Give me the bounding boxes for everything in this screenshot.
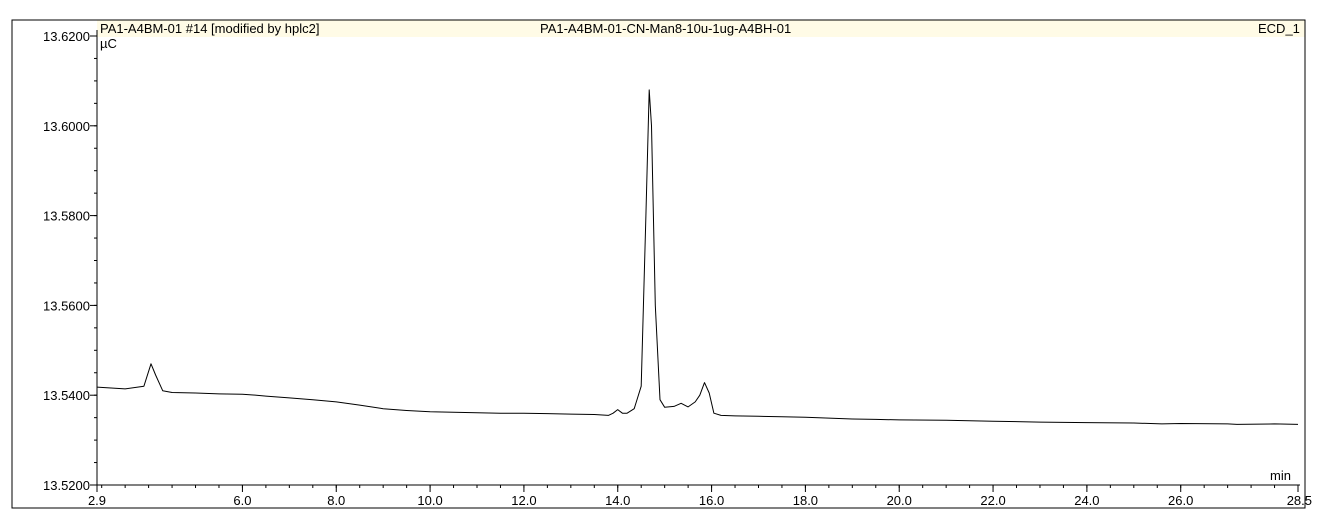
ecd-trace-line [96, 89, 1299, 425]
x-tick-label: 8.0 [327, 493, 345, 508]
x-tick-label: 24.0 [1074, 493, 1099, 508]
chart-title: PA1-A4BM-01-CN-Man8-10u-1ug-A4BH-01 [540, 21, 792, 36]
x-tick-label: 10.0 [417, 493, 442, 508]
x-tick-label: 6.0 [233, 493, 251, 508]
tick-labels: 13.5200 13.5400 13.5600 13.5800 13.6000 13.62… [43, 29, 1312, 508]
plot-frame [11, 19, 1306, 509]
y-tick-label: 13.5600 [43, 298, 90, 313]
x-axis-unit-label: min [1270, 468, 1291, 483]
x-tick-label: 28.5 [1287, 493, 1312, 508]
y-tick-label: 13.5200 [43, 478, 90, 493]
x-tick-label: 2.9 [88, 493, 106, 508]
y-tick-label: 13.6200 [43, 29, 90, 44]
axes [96, 30, 1300, 489]
tick-marks [90, 35, 1299, 492]
x-tick-label: 14.0 [605, 493, 630, 508]
y-tick-label: 13.5800 [43, 209, 90, 224]
header-band [97, 20, 1305, 37]
x-tick-label: 12.0 [511, 493, 536, 508]
x-tick-label: 16.0 [699, 493, 724, 508]
y-tick-label: 13.5400 [43, 388, 90, 403]
outer-frame [11, 19, 1306, 509]
x-tick-label: 20.0 [887, 493, 912, 508]
sample-name-label: PA1-A4BM-01 #14 [modified by hplc2] [100, 21, 320, 36]
x-tick-label: 22.0 [980, 493, 1005, 508]
x-tick-label: 26.0 [1168, 493, 1193, 508]
detector-label: ECD_1 [1258, 21, 1300, 36]
series-layer [96, 89, 1299, 425]
y-axis-unit-label: µC [100, 36, 117, 51]
x-tick-label: 18.0 [793, 493, 818, 508]
y-tick-label: 13.6000 [43, 119, 90, 134]
